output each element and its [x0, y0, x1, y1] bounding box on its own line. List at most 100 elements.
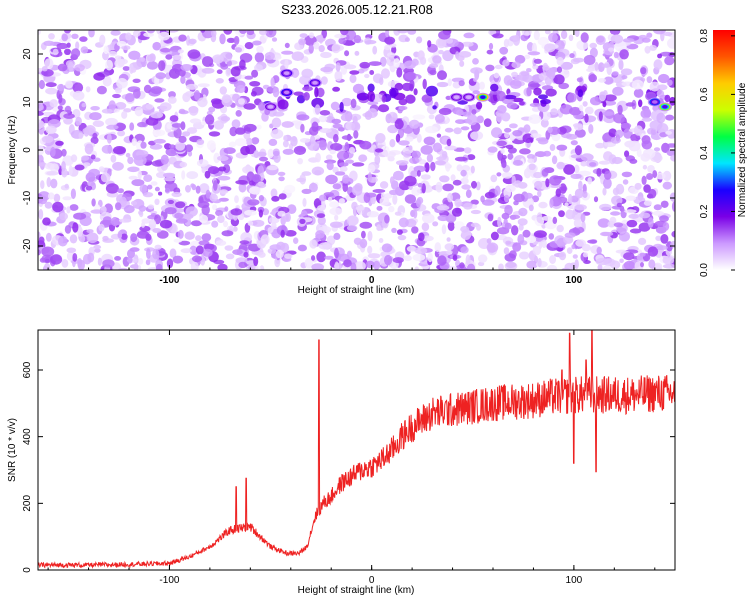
spectrogram-cell	[643, 184, 651, 193]
spectrogram-cell	[641, 175, 647, 185]
spectrogram-cell	[432, 105, 437, 110]
spectrogram-cell	[640, 67, 647, 75]
spectrogram-cell	[186, 35, 191, 46]
spectrogram-cell	[254, 52, 265, 63]
colorbar-tick-label: 0.2	[699, 204, 710, 218]
snr-x-ticks: -100 0 100	[47, 330, 656, 586]
spectrogram-cell	[546, 264, 558, 270]
spectrogram-cell	[75, 116, 82, 126]
spectrogram-cell	[411, 226, 419, 234]
spectrogram-cell	[647, 217, 654, 228]
spectrogram-cell	[574, 204, 587, 211]
spectrogram-cell	[284, 184, 296, 194]
spectrogram-cell	[97, 257, 102, 266]
colorbar-label: Normalized spectral amplitude	[737, 82, 748, 217]
spectrogram-cell	[190, 261, 199, 270]
spectrogram-cell	[146, 30, 155, 34]
spectrogram-cell	[199, 196, 204, 203]
spectrogram-cell	[152, 129, 166, 137]
spectrogram-cell	[641, 140, 653, 150]
spectrogram-cell	[38, 195, 48, 205]
spectrogram-peak	[662, 105, 668, 109]
spectrogram-cell	[527, 158, 535, 164]
spectrogram-cell	[175, 218, 188, 224]
spectrogram-cell	[234, 138, 247, 147]
spectrogram-cell	[247, 199, 260, 206]
spectrogram-cell	[148, 219, 157, 229]
spectrogram-cell	[548, 233, 555, 240]
spectrogram-cell	[313, 41, 320, 50]
spectrogram-cell	[504, 127, 512, 133]
spectrogram-cell	[378, 238, 384, 243]
spectrogram-cell	[437, 70, 447, 81]
spectrogram-cell	[165, 188, 170, 193]
spectrogram-cell	[447, 221, 455, 232]
spectrogram-cell	[563, 164, 575, 175]
spectrogram-cell	[390, 88, 397, 99]
spectrogram-cell	[584, 113, 589, 124]
spectrogram-cell	[384, 254, 393, 266]
spectrogram-cell	[74, 64, 85, 72]
spectrogram-cell	[150, 111, 164, 119]
spectrogram-cell	[666, 149, 675, 157]
spectrogram-cell	[57, 83, 65, 92]
spectrogram-cell	[318, 242, 331, 250]
spectrogram-cell	[638, 212, 651, 219]
spectrogram-cell	[243, 251, 249, 258]
spectrogram-cell	[597, 218, 610, 228]
spectrogram-cell	[190, 220, 202, 227]
spectrogram-cell	[560, 61, 573, 70]
spectrogram-cell	[137, 170, 142, 180]
spectrogram-cell	[496, 140, 507, 147]
spectrogram-cell	[470, 199, 479, 205]
spectrogram-cell	[273, 150, 280, 157]
spectrogram-cell	[480, 195, 485, 203]
spectrogram-cell	[231, 119, 241, 129]
spectrogram-cell	[368, 61, 382, 66]
spectrogram-cell	[309, 32, 315, 39]
spectrogram-cell	[521, 30, 532, 36]
y-tick-label: 200	[22, 495, 33, 512]
spectrogram-cell	[501, 172, 513, 179]
spectrogram-cell	[283, 135, 288, 142]
spectrogram-cell	[147, 204, 155, 210]
spectrogram-cell	[159, 102, 172, 112]
spectrogram-cell	[466, 154, 476, 161]
spectrogram-cell	[280, 229, 285, 238]
spectrogram-cell	[314, 104, 321, 115]
spectrogram-cell	[519, 101, 525, 106]
spectrogram-cell	[61, 161, 66, 172]
spectrogram-cell	[90, 136, 99, 145]
spectrogram-cell	[160, 154, 169, 165]
spectrogram-cell	[238, 182, 247, 193]
spectrogram-cell	[444, 127, 454, 133]
spectrogram-cell	[556, 161, 565, 170]
spectrogram-cell	[670, 154, 675, 162]
spectrogram-cell	[354, 50, 360, 56]
spectrogram-cell	[471, 109, 477, 115]
spectrogram-cell	[441, 224, 447, 235]
spectrogram-cell	[662, 170, 672, 181]
spectrogram-cell	[271, 195, 280, 202]
spectrogram-cell	[668, 52, 675, 58]
spectrogram-cell	[520, 71, 530, 76]
spectrogram-cell	[497, 216, 502, 228]
spectrogram-cell	[329, 207, 343, 216]
spectrogram-cell	[430, 161, 436, 172]
spectrogram-peak	[652, 100, 658, 104]
spectrogram-cell	[470, 67, 483, 74]
spectrogram-cell	[421, 94, 433, 103]
spectrogram-cell	[667, 37, 675, 49]
spectrogram-cell	[69, 234, 78, 244]
spectrogram-cell	[251, 69, 259, 78]
spectrogram-peak	[283, 90, 290, 95]
spectrogram-cell	[599, 203, 612, 211]
spectrogram-cell	[631, 79, 644, 90]
spectrogram-cell	[531, 42, 538, 54]
spectrogram-cell	[336, 151, 349, 161]
spectrogram-cell	[408, 119, 420, 129]
spectrogram-cell	[197, 83, 210, 88]
spectrogram-cell	[511, 71, 518, 77]
spectrogram-cell	[189, 118, 201, 124]
spectrogram-cell	[244, 209, 257, 216]
